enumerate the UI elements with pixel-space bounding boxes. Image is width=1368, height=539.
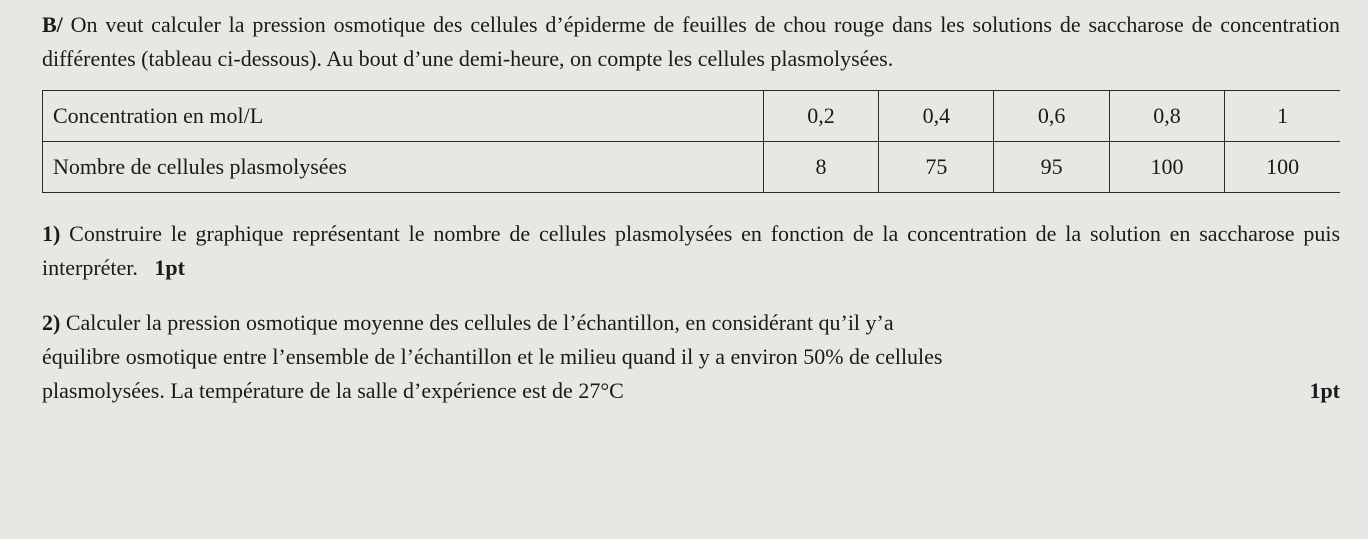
table-row: Concentration en mol/L 0,2 0,4 0,6 0,8 1 — [43, 91, 1341, 142]
table-cell: 8 — [763, 142, 878, 193]
row-header-concentration: Concentration en mol/L — [43, 91, 764, 142]
table-cell: 75 — [879, 142, 994, 193]
table-cell: 95 — [994, 142, 1109, 193]
question-1-points: 1pt — [154, 255, 185, 280]
table-cell: 1 — [1225, 91, 1340, 142]
table-cell: 0,2 — [763, 91, 878, 142]
question-2: 2) Calculer la pression osmotique moyenn… — [42, 306, 1340, 408]
table-cell: 100 — [1225, 142, 1340, 193]
question-1: 1) Construire le graphique représentant … — [42, 217, 1340, 285]
question-2-text-line2: équilibre osmotique entre l’ensemble de … — [42, 340, 1340, 374]
table-cell: 0,4 — [879, 91, 994, 142]
section-label-b: B/ — [42, 12, 63, 37]
question-2-number: 2) — [42, 310, 60, 335]
intro-paragraph: B/ On veut calculer la pression osmotiqu… — [42, 8, 1340, 76]
question-1-number: 1) — [42, 221, 60, 246]
intro-text: On veut calculer la pression osmotique d… — [42, 12, 1340, 71]
table-row: Nombre de cellules plasmolysées 8 75 95 … — [43, 142, 1341, 193]
table-cell: 100 — [1109, 142, 1224, 193]
question-2-points: 1pt — [1309, 374, 1340, 408]
table-cell: 0,6 — [994, 91, 1109, 142]
question-1-text: Construire le graphique représentant le … — [42, 221, 1340, 280]
data-table: Concentration en mol/L 0,2 0,4 0,6 0,8 1… — [42, 90, 1340, 193]
table-cell: 0,8 — [1109, 91, 1224, 142]
question-2-text-line1: Calculer la pression osmotique moyenne d… — [66, 310, 894, 335]
row-header-cells: Nombre de cellules plasmolysées — [43, 142, 764, 193]
question-2-text-line3: plasmolysées. La température de la salle… — [42, 374, 624, 408]
